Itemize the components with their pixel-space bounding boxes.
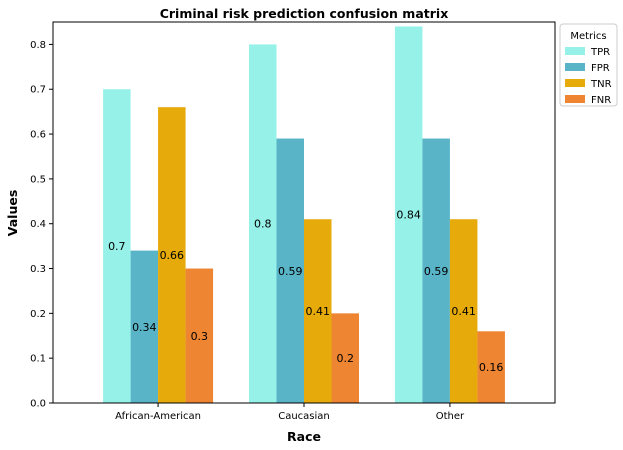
legend-swatch-fpr: [565, 63, 585, 71]
bar-tpr-1: [249, 44, 277, 403]
y-tick-label: 0.5: [30, 174, 46, 185]
y-tick-label: 0.8: [30, 40, 46, 51]
x-tick-label: Other: [436, 411, 465, 422]
legend-label-tpr: TPR: [590, 47, 610, 58]
bar-value-label: 0.59: [278, 265, 303, 278]
bar-value-label: 0.8: [254, 218, 272, 231]
bar-fpr-2: [422, 138, 450, 403]
y-tick-label: 0.3: [30, 264, 46, 275]
bar-tnr-0: [158, 107, 186, 403]
bar-fpr-1: [276, 138, 304, 403]
bar-fpr-0: [130, 250, 159, 403]
bar-value-label: 0.59: [424, 265, 449, 278]
legend: Metrics TPR FPR TNR FNR: [559, 23, 618, 107]
bar-value-label: 0.34: [132, 321, 157, 334]
y-tick-label: 0.7: [30, 85, 46, 96]
bar-fnr-2: [477, 331, 505, 403]
y-tick-label: 0.6: [30, 130, 46, 141]
plot-area: 0.7 0.34 0.66 0.3 0.8 0.59 0.41 0.2 0.84 0.59 0.41…: [52, 21, 556, 404]
bar-tpr-2: [394, 26, 423, 403]
y-axis: 0.0 0.1 0.2 0.3 0.4 0.5 0.6 0.7 0.8: [30, 40, 53, 410]
bar-tnr-2: [449, 219, 478, 403]
bar-value-label: 0.16: [479, 361, 504, 374]
x-tick-label: African-American: [115, 411, 201, 422]
legend-title: Metrics: [570, 31, 606, 42]
legend-swatch-tpr: [565, 47, 585, 55]
bar-value-label: 0.66: [160, 249, 185, 262]
legend-swatch-fnr: [565, 95, 585, 103]
legend-swatch-tnr: [565, 79, 585, 87]
y-tick-label: 0.2: [30, 309, 46, 320]
legend-label-fpr: FPR: [591, 63, 610, 74]
bar-value-label: 0.3: [191, 330, 209, 343]
legend-label-tnr: TNR: [590, 79, 612, 90]
x-tick-label: Caucasian: [278, 411, 330, 422]
bar-value-label: 0.84: [396, 209, 421, 222]
y-tick-label: 0.0: [30, 399, 46, 410]
y-tick-label: 0.1: [30, 354, 46, 365]
bar-value-label: 0.41: [306, 305, 331, 318]
y-tick-label: 0.4: [30, 219, 46, 230]
bar-value-label: 0.41: [451, 305, 476, 318]
x-axis: African-American Caucasian Other: [115, 403, 465, 422]
bar-value-label: 0.2: [337, 352, 355, 365]
y-axis-label: Values: [5, 190, 20, 237]
bar-tnr-1: [304, 219, 332, 403]
chart-title: Criminal risk prediction confusion matri…: [160, 6, 449, 21]
bar-fnr-1: [331, 313, 359, 403]
bar-value-label: 0.7: [108, 240, 126, 253]
x-axis-label: Race: [287, 429, 321, 444]
bar-tpr-0: [103, 89, 131, 403]
legend-label-fnr: FNR: [591, 95, 611, 106]
bar-fnr-0: [185, 268, 214, 403]
